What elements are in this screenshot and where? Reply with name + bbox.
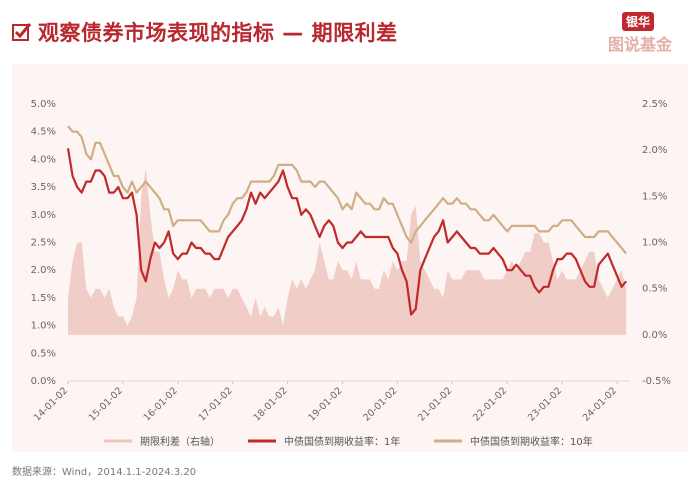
x-tick-label: 22-01-02	[471, 385, 509, 423]
y-left-tick-label: 1.0%	[31, 321, 56, 332]
title-text: 观察债券市场表现的指标 — 期限利差	[38, 21, 398, 45]
y-right-tick-label: 0.0%	[642, 330, 667, 341]
y-left-tick-label: 1.5%	[31, 293, 56, 304]
legend-label: 期限利差（右轴）	[140, 435, 220, 448]
y-right-tick-label: 1.5%	[642, 191, 667, 202]
y-left-tick-label: 2.0%	[31, 265, 56, 276]
x-tick-label: 17-01-02	[197, 385, 235, 423]
x-tick-label: 23-01-02	[526, 385, 564, 423]
spread-area	[68, 168, 627, 335]
y-right-tick-label: 1.0%	[642, 238, 667, 249]
legend-label: 中债国债到期收益率：10年	[470, 435, 593, 448]
y-right-tick-label: 2.5%	[642, 99, 667, 110]
logo-bottom: 图说基金	[608, 35, 673, 54]
y-left-tick-label: 5.0%	[31, 99, 56, 110]
x-tick-label: 16-01-02	[142, 385, 180, 423]
x-tick-label: 14-01-02	[32, 385, 70, 423]
y-right-tick-label: 2.0%	[642, 145, 667, 156]
y-left-tick-label: 0.0%	[31, 376, 56, 387]
x-tick-label: 18-01-02	[251, 385, 289, 423]
data-source: 数据来源：Wind，2014.1.1-2024.3.20	[12, 467, 197, 478]
chart: 0.0% 0.5% 1.0% 1.5% 2.0% 2.5% 3.0% 3.5% 4.0% 4.5%…	[31, 99, 671, 448]
y-left-tick-label: 2.5%	[31, 238, 56, 249]
checkbox-icon	[12, 23, 32, 41]
y-left-tick-label: 3.5%	[31, 182, 56, 193]
x-tick-label: 15-01-02	[87, 385, 125, 423]
x-tick-label: 24-01-02	[581, 385, 619, 423]
page-title: 观察债券市场表现的指标 — 期限利差	[12, 17, 398, 47]
y-right-tick-label: -0.5%	[642, 376, 671, 387]
one-year-yield-line	[66, 148, 627, 316]
y-left-tick-label: 3.0%	[31, 210, 56, 221]
y-left-tick-label: 4.0%	[31, 154, 56, 165]
ten-year-yield-line	[67, 125, 627, 255]
logo-top: 银华	[622, 12, 655, 31]
chart-panel: 0.0% 0.5% 1.0% 1.5% 2.0% 2.5% 3.0% 3.5% 4.0% 4.5%…	[12, 64, 688, 452]
y-left-tick-label: 4.5%	[31, 127, 56, 138]
y-left-tick-label: 0.5%	[31, 348, 56, 359]
legend-label: 中债国债到期收益率：1年	[284, 435, 400, 448]
x-tick-label: 20-01-02	[361, 385, 399, 423]
y-right-tick-label: 0.5%	[642, 284, 667, 295]
brand-logo: 银华 图说基金	[606, 12, 686, 56]
x-tick-label: 19-01-02	[306, 385, 344, 423]
x-tick-label: 21-01-02	[416, 385, 454, 423]
